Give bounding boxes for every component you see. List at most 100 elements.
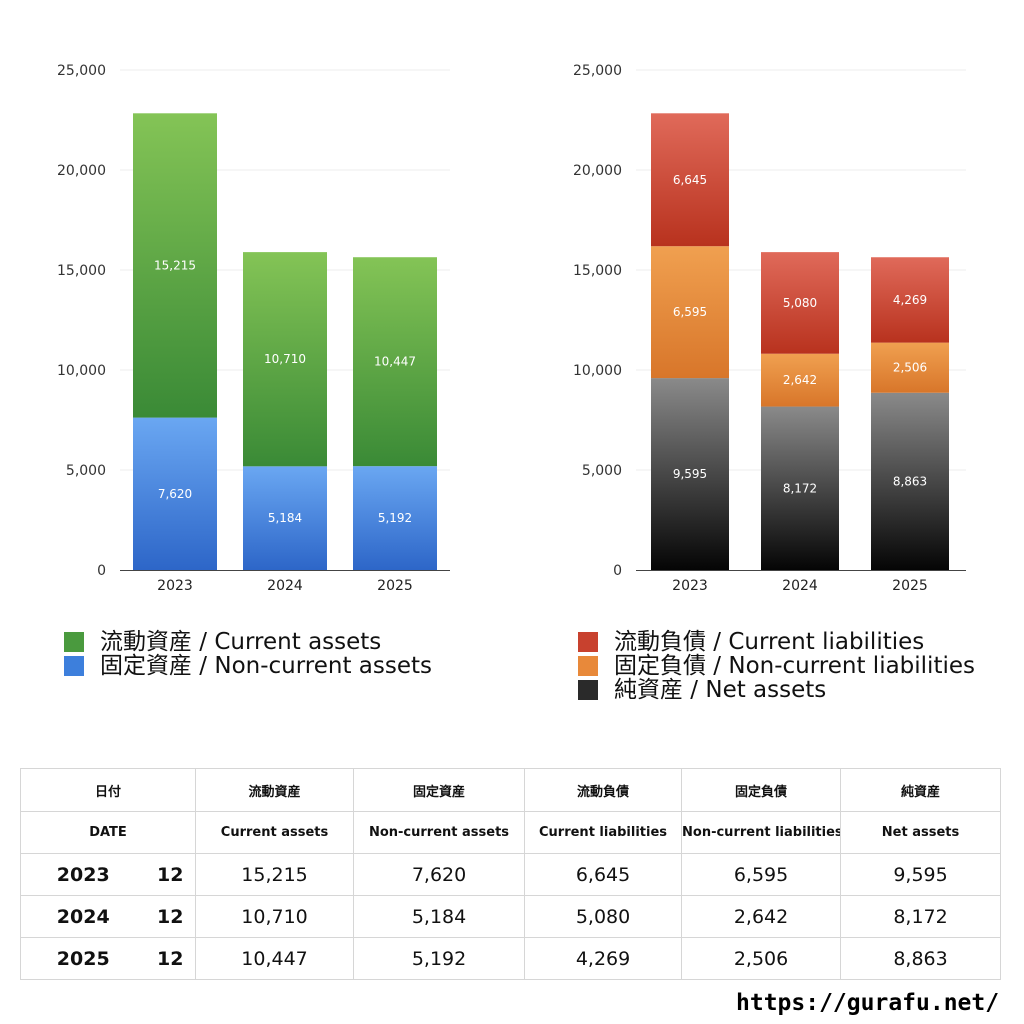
cell-net-assets: 9,595 [840,853,1002,896]
row-year: 2025 [20,937,146,980]
data-label: 7,620 [158,487,192,501]
data-label: 5,192 [378,511,412,525]
bar-segment [651,378,729,570]
table-row: 2024 12 10,710 5,184 5,080 2,642 8,172 [20,895,1002,938]
header-non-current-liabilities-en: Non-current liabilities [681,811,842,854]
data-label: 10,447 [374,355,416,369]
legend-label: 流動資産 / Current assets [100,629,382,655]
bar-segment [353,257,437,467]
cell-current-assets: 10,710 [195,895,355,938]
legend-swatch [64,656,84,676]
site-url[interactable]: https://gurafu.net/ [736,990,1000,1016]
header-net-assets-en: Net assets [840,811,1002,854]
data-label: 5,080 [783,296,817,310]
header-current-liabilities-en: Current liabilities [524,811,683,854]
cell-net-assets: 8,863 [840,937,1002,980]
data-label: 9,595 [673,467,707,481]
legend-left: 流動資産 / Current assets 固定資産 / Non-current… [64,630,432,678]
x-tick-label: 2025 [892,578,928,594]
cell-current-liabilities: 5,080 [524,895,683,938]
y-tick-label: 20,000 [573,163,622,179]
y-tick-label: 10,000 [573,363,622,379]
data-label: 8,863 [893,474,927,488]
bar-segment [243,466,327,570]
data-label: 6,645 [673,173,707,187]
header-date-en: DATE [19,811,197,854]
table-header-row-en: DATE Current assets Non-current assets C… [19,811,1002,854]
row-month: 12 [145,937,197,980]
data-label: 4,269 [893,293,927,307]
row-year: 2023 [20,853,146,896]
y-tick-label: 10,000 [57,363,106,379]
bar-segment [761,406,839,570]
legend-item-non-current-assets: 固定資産 / Non-current assets [64,654,432,678]
legend-swatch [64,632,84,652]
cell-non-current-assets: 5,192 [353,937,526,980]
bar-segment [871,342,949,393]
legend-item-net-assets: 純資産 / Net assets [578,678,975,702]
legend-item-non-current-liabilities: 固定負債 / Non-current liabilities [578,654,975,678]
table-row: 2025 12 10,447 5,192 4,269 2,506 8,863 [20,937,1002,980]
y-tick-label: 5,000 [66,463,106,479]
y-tick-label: 0 [613,563,622,579]
bar-segment [761,252,839,354]
data-label: 10,710 [264,352,306,366]
y-tick-label: 25,000 [573,63,622,79]
row-month: 12 [145,853,197,896]
legend-label: 固定負債 / Non-current liabilities [614,653,975,679]
data-label: 15,215 [154,258,196,272]
cell-non-current-liabilities: 6,595 [681,853,842,896]
header-current-liabilities-jp: 流動負債 [524,768,683,812]
cell-non-current-assets: 7,620 [353,853,526,896]
cell-net-assets: 8,172 [840,895,1002,938]
data-label: 6,595 [673,305,707,319]
legend-item-current-liabilities: 流動負債 / Current liabilities [578,630,975,654]
x-tick-label: 2023 [672,578,708,594]
table-header-row-jp: 日付 流動資産 固定資産 流動負債 固定負債 純資産 [19,768,1002,812]
bar-segment [871,392,949,570]
x-tick-label: 2024 [782,578,818,594]
cell-current-liabilities: 4,269 [524,937,683,980]
y-tick-label: 0 [97,563,106,579]
data-label: 2,642 [783,373,817,387]
legend-swatch [578,680,598,700]
bar-segment [651,113,729,247]
chart-2: 0 5,000 10,000 15,000 20,000 25,000 9,595 6,595… [573,63,966,594]
charts-canvas: 0 5,000 10,000 15,000 20,000 25,000 7,620 15,21… [57,63,966,594]
cell-non-current-liabilities: 2,506 [681,937,842,980]
y-tick-label: 25,000 [57,63,106,79]
header-date-jp: 日付 [19,768,197,812]
bar-segment [133,417,217,570]
header-current-assets-jp: 流動資産 [195,768,355,812]
bar-segment [353,466,437,570]
legend-swatch [578,632,598,652]
header-net-assets-jp: 純資産 [840,768,1002,812]
header-non-current-assets-en: Non-current assets [353,811,526,854]
chart-1: 0 5,000 10,000 15,000 20,000 25,000 7,620 15,21… [57,63,450,594]
x-tick-label: 2025 [377,578,413,594]
row-month: 12 [145,895,197,938]
legend-swatch [578,656,598,676]
header-non-current-assets-jp: 固定資産 [353,768,526,812]
y-tick-label: 5,000 [582,463,622,479]
data-table: 日付 流動資産 固定資産 流動負債 固定負債 純資産 DATE Current … [19,768,1002,980]
cell-current-assets: 10,447 [195,937,355,980]
cell-current-liabilities: 6,645 [524,853,683,896]
y-tick-label: 20,000 [57,163,106,179]
row-year: 2024 [20,895,146,938]
legend-label: 流動負債 / Current liabilities [614,629,925,655]
cell-non-current-assets: 5,184 [353,895,526,938]
cell-non-current-liabilities: 2,642 [681,895,842,938]
header-current-assets-en: Current assets [195,811,355,854]
bar-segment [651,246,729,379]
legend-label: 純資産 / Net assets [614,677,827,703]
y-tick-label: 15,000 [573,263,622,279]
cell-current-assets: 15,215 [195,853,355,896]
data-label: 8,172 [783,481,817,495]
header-non-current-liabilities-jp: 固定負債 [681,768,842,812]
data-label: 5,184 [268,511,302,525]
legend-right: 流動負債 / Current liabilities 固定負債 / Non-cu… [578,630,975,702]
bar-segment [761,353,839,407]
bar-segment [871,257,949,343]
y-tick-label: 15,000 [57,263,106,279]
